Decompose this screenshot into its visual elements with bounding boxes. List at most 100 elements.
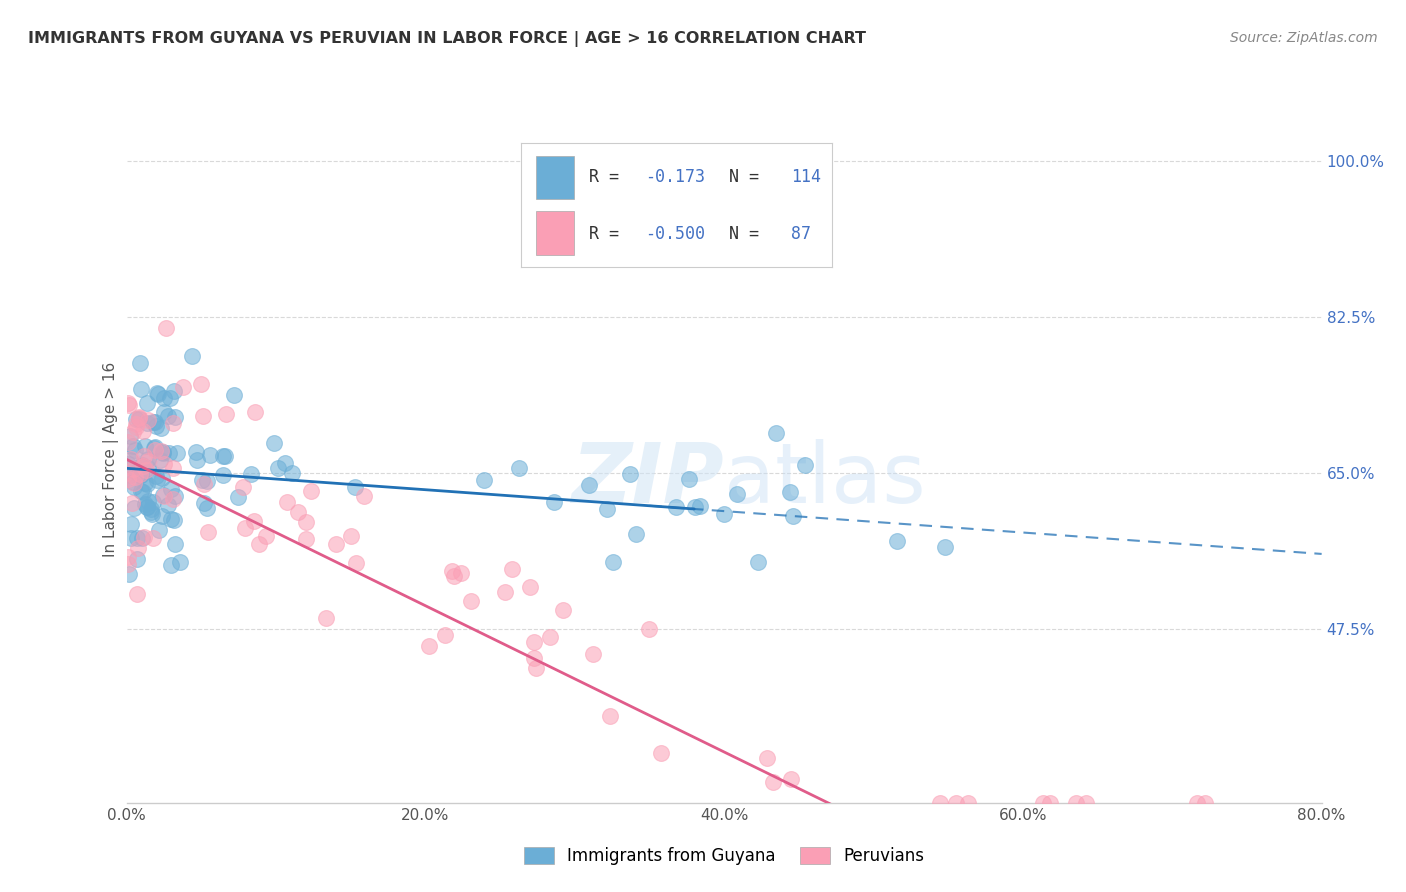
Peruvians xyxy=(149,444,172,458)
Peruvians xyxy=(132,449,155,463)
Immigrants from Guyana xyxy=(136,500,159,514)
Peruvians xyxy=(124,475,146,490)
Peruvians xyxy=(153,457,176,471)
Immigrants from Guyana xyxy=(747,555,769,569)
Immigrants from Guyana xyxy=(145,469,167,483)
Peruvians xyxy=(162,461,184,475)
Immigrants from Guyana xyxy=(121,475,143,490)
Immigrants from Guyana xyxy=(120,531,142,545)
Peruvians xyxy=(215,407,238,421)
Immigrants from Guyana xyxy=(141,508,163,522)
Immigrants from Guyana xyxy=(122,500,145,515)
Immigrants from Guyana xyxy=(136,461,159,475)
Immigrants from Guyana xyxy=(129,458,152,473)
Peruvians xyxy=(1038,796,1060,810)
Text: atlas: atlas xyxy=(724,440,925,521)
Immigrants from Guyana xyxy=(131,531,153,545)
Peruvians xyxy=(1032,796,1054,810)
Peruvians xyxy=(121,462,143,476)
Immigrants from Guyana xyxy=(129,467,152,482)
Peruvians xyxy=(294,515,316,529)
Immigrants from Guyana xyxy=(128,356,150,370)
Immigrants from Guyana xyxy=(148,523,170,537)
Immigrants from Guyana xyxy=(145,419,167,434)
Immigrants from Guyana xyxy=(214,450,236,464)
Peruvians xyxy=(315,611,337,625)
Peruvians xyxy=(1185,796,1208,810)
Immigrants from Guyana xyxy=(472,473,495,487)
Immigrants from Guyana xyxy=(136,452,159,467)
Immigrants from Guyana xyxy=(129,484,152,499)
Peruvians xyxy=(637,622,659,636)
Peruvians xyxy=(524,661,547,675)
Peruvians xyxy=(162,417,184,431)
Immigrants from Guyana xyxy=(274,456,297,470)
Peruvians xyxy=(582,647,605,661)
Peruvians xyxy=(136,412,159,426)
Peruvians xyxy=(121,496,143,510)
Peruvians xyxy=(1064,796,1087,810)
Peruvians xyxy=(190,377,212,392)
Peruvians xyxy=(172,380,194,394)
Immigrants from Guyana xyxy=(281,467,304,481)
Immigrants from Guyana xyxy=(195,475,218,489)
Immigrants from Guyana xyxy=(678,472,700,486)
Peruvians xyxy=(128,467,150,481)
Peruvians xyxy=(243,405,266,419)
Peruvians xyxy=(519,580,541,594)
Peruvians xyxy=(153,489,176,503)
Peruvians xyxy=(344,556,367,570)
Immigrants from Guyana xyxy=(145,473,167,487)
Peruvians xyxy=(538,630,561,644)
Peruvians xyxy=(553,603,575,617)
Peruvians xyxy=(294,532,316,546)
Immigrants from Guyana xyxy=(197,500,219,515)
Immigrants from Guyana xyxy=(619,467,641,481)
Immigrants from Guyana xyxy=(134,476,156,491)
Immigrants from Guyana xyxy=(157,499,180,513)
Immigrants from Guyana xyxy=(135,500,157,514)
Immigrants from Guyana xyxy=(120,516,142,531)
Peruvians xyxy=(132,530,155,544)
Immigrants from Guyana xyxy=(149,453,172,467)
Immigrants from Guyana xyxy=(156,409,179,423)
Immigrants from Guyana xyxy=(508,461,530,475)
Immigrants from Guyana xyxy=(118,428,141,442)
Peruvians xyxy=(127,541,149,556)
Peruvians xyxy=(254,529,277,543)
Immigrants from Guyana xyxy=(665,500,688,515)
Immigrants from Guyana xyxy=(122,480,145,494)
Peruvians xyxy=(761,774,783,789)
Immigrants from Guyana xyxy=(142,441,165,455)
Peruvians xyxy=(124,470,146,484)
Immigrants from Guyana xyxy=(150,421,173,435)
Immigrants from Guyana xyxy=(165,489,187,503)
Peruvians xyxy=(143,443,166,458)
Immigrants from Guyana xyxy=(134,497,156,511)
Peruvians xyxy=(929,796,952,810)
Immigrants from Guyana xyxy=(125,412,148,426)
Peruvians xyxy=(135,463,157,477)
Immigrants from Guyana xyxy=(142,495,165,509)
Peruvians xyxy=(128,409,150,424)
Peruvians xyxy=(756,751,779,765)
Immigrants from Guyana xyxy=(120,453,142,467)
Immigrants from Guyana xyxy=(142,415,165,429)
Peruvians xyxy=(142,531,165,545)
Peruvians xyxy=(132,425,155,439)
Text: ZIP: ZIP xyxy=(571,440,724,521)
Immigrants from Guyana xyxy=(263,436,285,450)
Immigrants from Guyana xyxy=(152,488,174,502)
Immigrants from Guyana xyxy=(226,490,249,504)
Immigrants from Guyana xyxy=(212,468,235,483)
Immigrants from Guyana xyxy=(125,551,148,566)
Immigrants from Guyana xyxy=(129,467,152,482)
Peruvians xyxy=(325,536,347,550)
Peruvians xyxy=(599,708,621,723)
Immigrants from Guyana xyxy=(578,478,600,492)
Peruvians xyxy=(433,628,456,642)
Immigrants from Guyana xyxy=(139,502,162,516)
Immigrants from Guyana xyxy=(118,566,141,581)
Peruvians xyxy=(124,417,146,431)
Immigrants from Guyana xyxy=(163,410,186,425)
